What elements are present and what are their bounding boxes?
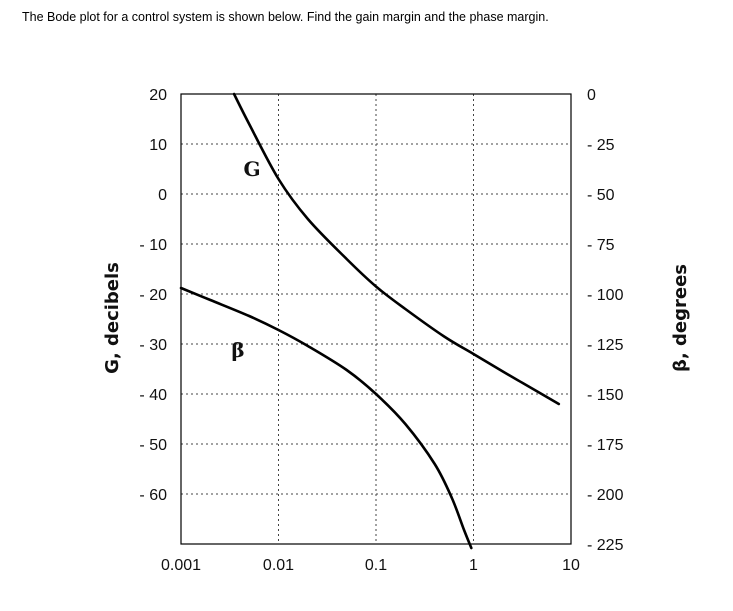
left-tick-label: - 60 [139, 487, 167, 504]
right-axis-ticks: 0 - 25 - 50 - 75 - 100 - 125 - 150 - 175 - 200 - … [587, 87, 624, 554]
left-tick-label: - 50 [139, 437, 167, 454]
right-axis-label: β, degrees [670, 264, 691, 372]
left-axis-ticks: 20 10 0 - 10 - 20 - 30 - 40 - 50 - 60 [139, 87, 167, 504]
right-tick-label: - 175 [587, 437, 624, 454]
right-tick-label: - 50 [587, 187, 615, 204]
x-axis-ticks: 0.001 0.01 0.1 1 10 [161, 557, 580, 574]
right-tick-label: - 100 [587, 287, 624, 304]
right-tick-label: - 150 [587, 387, 624, 404]
curve-phase [179, 286, 473, 550]
curve-gain [232, 92, 561, 406]
left-axis-label: G, decibels [102, 262, 123, 374]
left-tick-label: - 30 [139, 337, 167, 354]
x-tick-label: 0.01 [263, 557, 294, 574]
right-tick-label: 0 [587, 87, 596, 104]
right-tick-label: - 125 [587, 337, 624, 354]
right-tick-label: - 225 [587, 537, 624, 554]
x-tick-label: 10 [562, 557, 580, 574]
curve-label-gain: G [243, 157, 260, 181]
curves: Gβ [179, 92, 561, 550]
left-tick-label: - 40 [139, 387, 167, 404]
plot-frame [180, 93, 572, 545]
left-tick-label: 10 [149, 137, 167, 154]
right-tick-label: - 200 [587, 487, 624, 504]
left-tick-label: - 10 [139, 237, 167, 254]
curve-label-phase: β [231, 338, 244, 362]
left-tick-label: - 20 [139, 287, 167, 304]
left-tick-label: 0 [158, 187, 167, 204]
x-tick-label: 1 [469, 557, 478, 574]
grid-lines [181, 94, 571, 544]
x-tick-label: 0.1 [365, 557, 387, 574]
right-tick-label: - 75 [587, 237, 615, 254]
question-text: The Bode plot for a control system is sh… [22, 10, 549, 24]
left-tick-label: 20 [149, 87, 167, 104]
right-tick-label: - 25 [587, 137, 615, 154]
x-tick-label: 0.001 [161, 557, 201, 574]
